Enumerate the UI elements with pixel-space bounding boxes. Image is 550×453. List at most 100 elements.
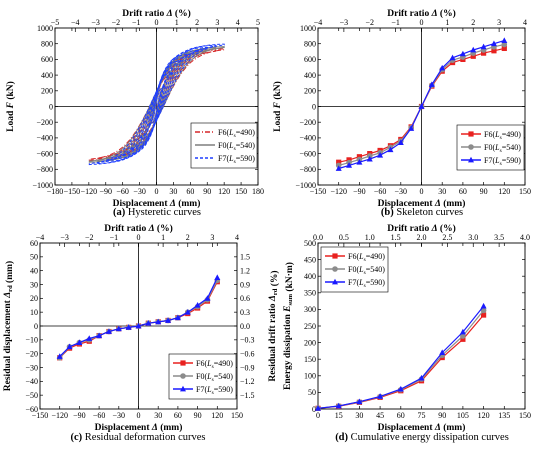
chart-c-legend-marker-2 [180, 385, 186, 392]
chart-c-series-2-point-8 [135, 322, 142, 329]
chart-a-ytick-4: −200 [36, 118, 53, 127]
chart-d-x2tick-4: 2.0 [417, 233, 427, 242]
chart-b-xtick-8: 90 [480, 187, 488, 196]
chart-c-ytick-2: −40 [25, 377, 38, 386]
chart-c-x2tick-8: 4 [235, 233, 239, 242]
chart-c-ytick-6: 0 [34, 322, 38, 331]
chart-d-xtick-3: 45 [376, 411, 384, 420]
chart-c-series-2-point-1 [66, 343, 73, 350]
chart-c-y2tick-8: 0.9 [240, 280, 250, 289]
chart-a-x2tick-6: 1 [175, 18, 179, 27]
chart-c-ytick-10: 40 [30, 266, 38, 275]
chart-c-series-2-point-6 [115, 325, 122, 332]
chart-b-x2tick-7: 3 [497, 18, 501, 27]
chart-d-ylabel: Energy dissipation Esum (kN·m) [283, 262, 295, 390]
chart-c-legend-label-1: F0(Ls=540) [196, 372, 233, 383]
chart-c-ytick-5: −10 [25, 336, 38, 345]
chart-a-x2label: Drift ratio Δ (%) [122, 8, 191, 19]
chart-d-xtick-6: 90 [438, 411, 446, 420]
chart-d-ytick-2: 100 [304, 372, 316, 381]
chart-a-ytick-3: −400 [36, 134, 53, 143]
chart-b-series-0-point-14 [481, 50, 487, 56]
chart-c-ytick-4: −20 [25, 349, 38, 358]
chart-b-ylabel: Load F (kN) [272, 81, 283, 132]
chart-d-xtick-7: 105 [457, 411, 469, 420]
chart-d-x2tick-1: 0.5 [339, 233, 349, 242]
chart-c-ylabel: Residual displacement Δrd (mm) [3, 261, 15, 391]
chart-c-y2tick-3: −0.6 [240, 349, 255, 358]
chart-b-x2tick-1: −3 [340, 18, 349, 27]
chart-c-x2tick-0: −4 [36, 233, 45, 242]
chart-a-legend-label-0: F6(Ls=490) [218, 128, 255, 139]
chart-a-loop-2-6 [97, 44, 217, 164]
chart-a-xtick-7: 30 [169, 187, 177, 196]
chart-c-y2tick-10: 1.5 [240, 253, 250, 262]
chart-d-series-2-point-2 [356, 398, 363, 405]
chart-c-xtick-9: 120 [211, 411, 223, 420]
chart-c-ytick-11: 50 [30, 253, 38, 262]
chart-b-xtick-7: 60 [459, 187, 467, 196]
chart-b-caption: (b) Skeleton curves [381, 207, 463, 218]
chart-b-legend-marker-0 [468, 131, 474, 137]
chart-b-xtick-5: 0 [420, 187, 424, 196]
chart-c-x2label: Drift ratio Δ (%) [104, 223, 173, 234]
chart-c-xtick-4: −30 [113, 411, 126, 420]
chart-a-xtick-12: 180 [252, 187, 264, 196]
chart-a-ytick-2: −600 [36, 149, 53, 158]
chart-c-xtick-8: 90 [194, 411, 202, 420]
chart-c-x2tick-7: 3 [210, 233, 214, 242]
chart-c-series-2-point-3 [86, 335, 93, 341]
chart-c-series-2-point-12 [174, 314, 181, 321]
chart-b-ytick-3: −400 [299, 134, 316, 143]
chart-b-series-0-point-15 [491, 48, 497, 54]
chart-b-xtick-4: −30 [395, 187, 408, 196]
chart-d-legend-marker-2 [332, 278, 338, 285]
chart-c-series-2-point-15 [204, 295, 211, 301]
chart-d-xtick-2: 30 [355, 411, 363, 420]
chart-d-series-2-point-3 [377, 393, 384, 399]
chart-d-series-0-point-7 [460, 336, 466, 342]
chart-a-legend-label-2: F7(Ls=590) [218, 154, 255, 165]
chart-c-y2tick-7: 0.6 [240, 294, 250, 303]
chart-d-ytick-5: 250 [304, 322, 316, 331]
chart-b-x2tick-2: −2 [365, 18, 374, 27]
chart-a-loop-2-4 [114, 49, 200, 160]
chart-c-legend-label-0: F6(Ls=490) [196, 359, 233, 370]
chart-d: 0 15 30 45 60 75 90 105 120 135 150 0.0 0.5 1.0 1.5 2.0… [283, 223, 531, 443]
chart-c-y2tick-4: −0.3 [240, 336, 255, 345]
chart-c-xtick-7: 60 [174, 411, 182, 420]
chart-d-legend-marker-0 [332, 253, 338, 259]
chart-d-caption: (d) Cumulative energy dissipation curves [335, 432, 509, 443]
chart-b-legend-marker-2 [468, 156, 474, 163]
chart-d-xtick-1: 15 [335, 411, 343, 420]
chart-a-ylabel: Load F (kN) [5, 81, 16, 132]
chart-a-loop-2-1 [139, 71, 174, 139]
chart-d-x2tick-0: 0.0 [313, 233, 323, 242]
chart-a-x2tick-8: 3 [215, 18, 219, 27]
chart-b-series-2-point-16 [501, 37, 508, 43]
chart-c-series-2-point-13 [184, 308, 191, 315]
chart-c-y2tick-2: −0.9 [240, 363, 255, 372]
chart-a-x2tick-3: −2 [112, 18, 121, 27]
chart-a-xtick-2: −120 [81, 187, 98, 196]
chart-c-y2tick-6: 0.3 [240, 308, 250, 317]
chart-c-series-2-point-4 [96, 332, 103, 339]
chart-c: −150 −120 −90 −60 −30 0 30 60 90 120 150−4 −3 −2 −1 0 1… [3, 223, 280, 443]
chart-d-ytick-1: 50 [308, 388, 316, 397]
chart-d-legend-label-0: F6(Ls=490) [348, 252, 385, 263]
chart-a-x2tick-7: 2 [195, 18, 199, 27]
chart-d-x2tick-8: 4.0 [520, 233, 530, 242]
chart-c-series-2-point-16 [214, 274, 221, 280]
chart-c-series-2-point-2 [76, 339, 83, 345]
chart-b-x2tick-8: 4 [523, 18, 527, 27]
chart-b-x2label: Drift ratio Δ (%) [387, 8, 456, 19]
chart-b-ytick-0: −1000 [295, 181, 316, 190]
chart-c-ytick-0: −60 [25, 405, 38, 414]
chart-b-x2tick-0: −4 [314, 18, 323, 27]
chart-a-xtick-0: −180 [47, 187, 64, 196]
chart-a-x2tick-2: −3 [91, 18, 100, 27]
chart-c-series-2-point-14 [194, 302, 201, 308]
chart-c-y2tick-9: 1.2 [240, 266, 250, 275]
chart-b-series-0-point-16 [501, 45, 507, 52]
chart-b-x2tick-4: 0 [420, 18, 424, 27]
